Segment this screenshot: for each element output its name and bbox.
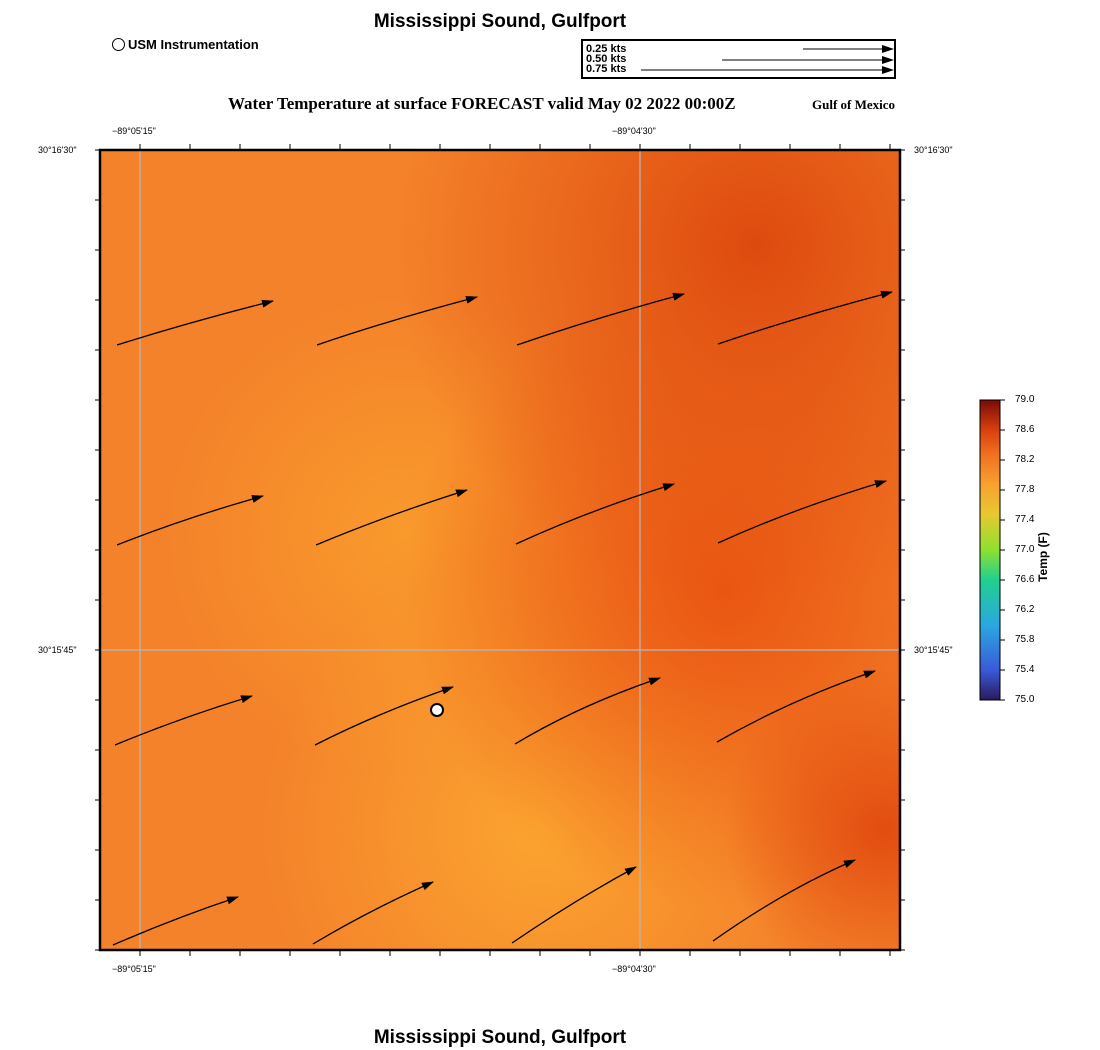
station-legend: USM Instrumentation	[112, 37, 259, 52]
map-gridlines	[100, 150, 900, 950]
speed-legend	[581, 39, 896, 79]
colorbar-tick-label: 75.8	[1015, 634, 1035, 645]
current-vector	[316, 295, 478, 346]
current-vector	[717, 290, 893, 345]
colorbar-tick-label: 78.6	[1015, 424, 1035, 435]
current-vector	[716, 670, 876, 743]
top-lon-label: −89°04'30"	[612, 126, 656, 136]
page-title: Mississippi Sound, Gulfport	[373, 11, 627, 32]
bottom-lon-label: −89°05'15"	[112, 964, 156, 974]
colorbar-tick-label: 77.4	[1015, 514, 1035, 525]
current-vector	[511, 866, 637, 944]
current-vector	[712, 859, 856, 942]
current-vector	[114, 695, 253, 746]
colorbar-tick-label: 75.0	[1015, 694, 1035, 705]
station-legend-marker-icon	[112, 38, 125, 51]
colorbar-tick-label: 75.4	[1015, 664, 1035, 675]
colorbar-tick-label: 77.0	[1015, 544, 1035, 555]
left-lat-label: 30°15'45"	[38, 645, 77, 655]
current-vector	[717, 480, 887, 544]
forecast-title: Water Temperature at surface FORECAST va…	[228, 94, 736, 113]
current-vector	[515, 483, 675, 545]
station-legend-label: USM Instrumentation	[128, 37, 259, 52]
current-vector	[312, 881, 434, 945]
speed-legend-labels: 0.25 kts 0.50 kts 0.75 kts	[586, 43, 627, 75]
footer-title: Mississippi Sound, Gulfport	[373, 1027, 627, 1048]
region-label: Gulf of Mexico	[812, 97, 896, 112]
speed-legend-label: 0.25 kts	[586, 43, 627, 55]
usm-station-marker-icon[interactable]	[430, 703, 444, 717]
current-vector	[514, 677, 661, 745]
speed-legend-label: 0.75 kts	[586, 63, 627, 75]
current-vector	[112, 896, 239, 946]
current-vectors	[112, 290, 893, 946]
temperature-field	[100, 150, 900, 950]
colorbar-tick-label: 78.2	[1015, 454, 1035, 465]
current-vector	[315, 489, 468, 546]
left-lat-label: 30°16'30"	[38, 145, 77, 155]
colorbar-title: Temp (F)	[1036, 532, 1050, 582]
current-vector	[116, 495, 264, 546]
current-vector	[516, 293, 685, 346]
frame-ticks	[95, 144, 905, 956]
colorbar-tick-label: 76.2	[1015, 604, 1035, 615]
current-vector	[314, 686, 454, 746]
current-vector	[116, 299, 274, 346]
right-lat-label: 30°15'45"	[914, 645, 953, 655]
colorbar-tick-label: 79.0	[1015, 394, 1035, 405]
colorbar-tick-label: 77.8	[1015, 484, 1035, 495]
colorbar-tick-label: 76.6	[1015, 574, 1035, 585]
right-lat-label: 30°16'30"	[914, 145, 953, 155]
speed-legend-label: 0.50 kts	[586, 53, 627, 65]
top-lon-label: −89°05'15"	[112, 126, 156, 136]
colorbar	[979, 399, 1005, 701]
bottom-lon-label: −89°04'30"	[612, 964, 656, 974]
